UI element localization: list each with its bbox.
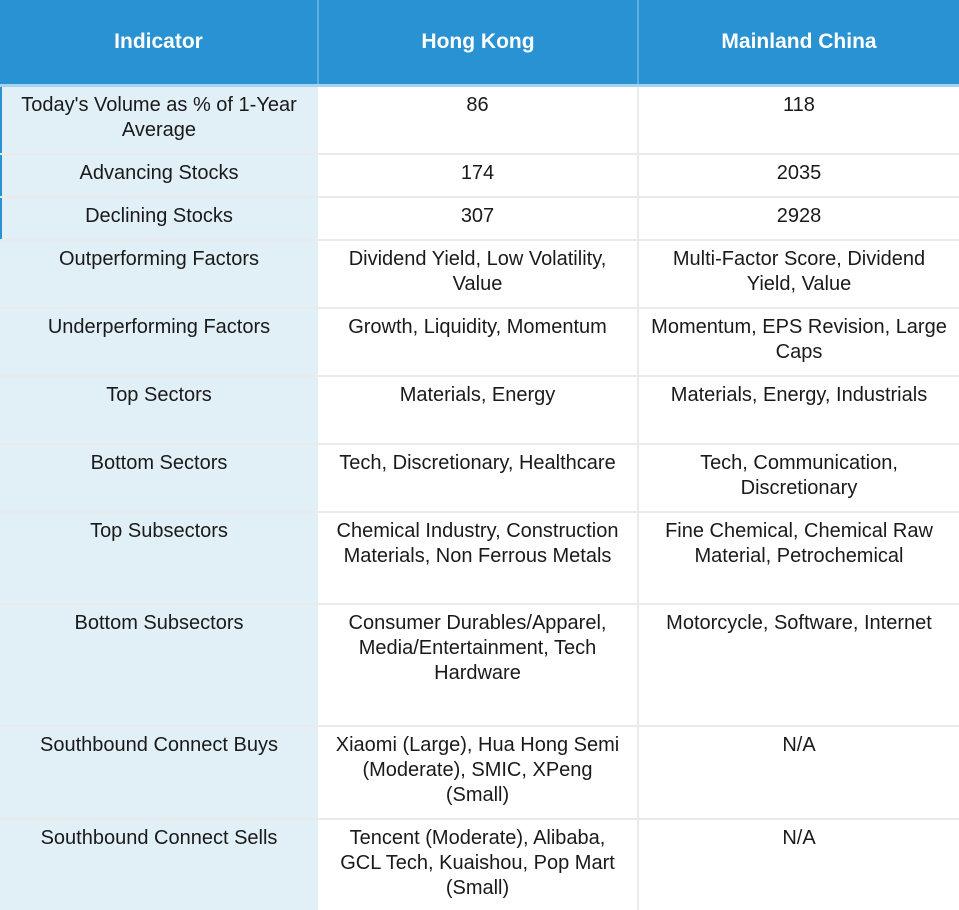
cell-indicator: Top Subsectors <box>0 512 318 605</box>
cell-hong-kong: Tech, Discretionary, Healthcare <box>318 444 638 513</box>
cell-indicator: Southbound Connect Sells <box>0 819 318 910</box>
header-row: Indicator Hong Kong Mainland China <box>0 0 959 87</box>
cell-hong-kong: 307 <box>318 197 638 241</box>
table-row: Declining Stocks 307 2928 <box>0 197 959 241</box>
cell-indicator: Outperforming Factors <box>0 240 318 309</box>
cell-hong-kong: Xiaomi (Large), Hua Hong Semi (Moderate)… <box>318 726 638 820</box>
cell-hong-kong: Tencent (Moderate), Alibaba, GCL Tech, K… <box>318 819 638 910</box>
cell-indicator: Bottom Subsectors <box>0 604 318 727</box>
table-row: Outperforming Factors Dividend Yield, Low… <box>0 240 959 309</box>
cell-mainland-china: 2928 <box>637 197 959 241</box>
cell-mainland-china: N/A <box>637 726 959 820</box>
cell-hong-kong: Chemical Industry, Construction Material… <box>318 512 638 605</box>
cell-hong-kong: 174 <box>318 154 638 198</box>
table-row: Bottom Sectors Tech, Discretionary, Healt… <box>0 444 959 513</box>
cell-mainland-china: 118 <box>637 85 959 155</box>
table-row: Top Sectors Materials, Energy Materials, E… <box>0 376 959 445</box>
cell-hong-kong: Consumer Durables/Apparel, Media/Enterta… <box>318 604 638 727</box>
cell-hong-kong: 86 <box>318 85 638 155</box>
column-header-indicator: Indicator <box>0 0 318 87</box>
cell-mainland-china: Materials, Energy, Industrials <box>637 376 959 445</box>
cell-indicator: Advancing Stocks <box>0 154 318 198</box>
cell-mainland-china: Fine Chemical, Chemical Raw Material, Pe… <box>637 512 959 605</box>
table-row: Underperforming Factors Growth, Liquidity… <box>0 308 959 377</box>
cell-indicator: Today's Volume as % of 1-Year Average <box>0 85 318 155</box>
cell-mainland-china: 2035 <box>637 154 959 198</box>
cell-indicator: Underperforming Factors <box>0 308 318 377</box>
cell-mainland-china: Multi-Factor Score, Dividend Yield, Valu… <box>637 240 959 309</box>
cell-hong-kong: Growth, Liquidity, Momentum <box>318 308 638 377</box>
table-row: Advancing Stocks 174 2035 <box>0 154 959 198</box>
cell-indicator: Southbound Connect Buys <box>0 726 318 820</box>
table-row: Top Subsectors Chemical Industry, Constru… <box>0 512 959 605</box>
table-row: Southbound Connect Buys Xiaomi (Large), H… <box>0 726 959 820</box>
cell-hong-kong: Dividend Yield, Low Volatility, Value <box>318 240 638 309</box>
cell-indicator: Bottom Sectors <box>0 444 318 513</box>
table-row: Southbound Connect Sells Tencent (Moderat… <box>0 819 959 910</box>
cell-mainland-china: N/A <box>637 819 959 910</box>
table-row: Bottom Subsectors Consumer Durables/Appar… <box>0 604 959 727</box>
cell-mainland-china: Motorcycle, Software, Internet <box>637 604 959 727</box>
cell-mainland-china: Momentum, EPS Revision, Large Caps <box>637 308 959 377</box>
table-header: Indicator Hong Kong Mainland China <box>0 0 959 87</box>
cell-hong-kong: Materials, Energy <box>318 376 638 445</box>
table-body: Today's Volume as % of 1-Year Average 86 1… <box>0 85 959 910</box>
cell-indicator: Top Sectors <box>0 376 318 445</box>
column-header-mainland-china: Mainland China <box>637 0 959 87</box>
table-row: Today's Volume as % of 1-Year Average 86 1… <box>0 85 959 155</box>
cell-mainland-china: Tech, Communication, Discretionary <box>637 444 959 513</box>
column-header-hong-kong: Hong Kong <box>317 0 638 87</box>
cell-indicator: Declining Stocks <box>0 197 318 241</box>
